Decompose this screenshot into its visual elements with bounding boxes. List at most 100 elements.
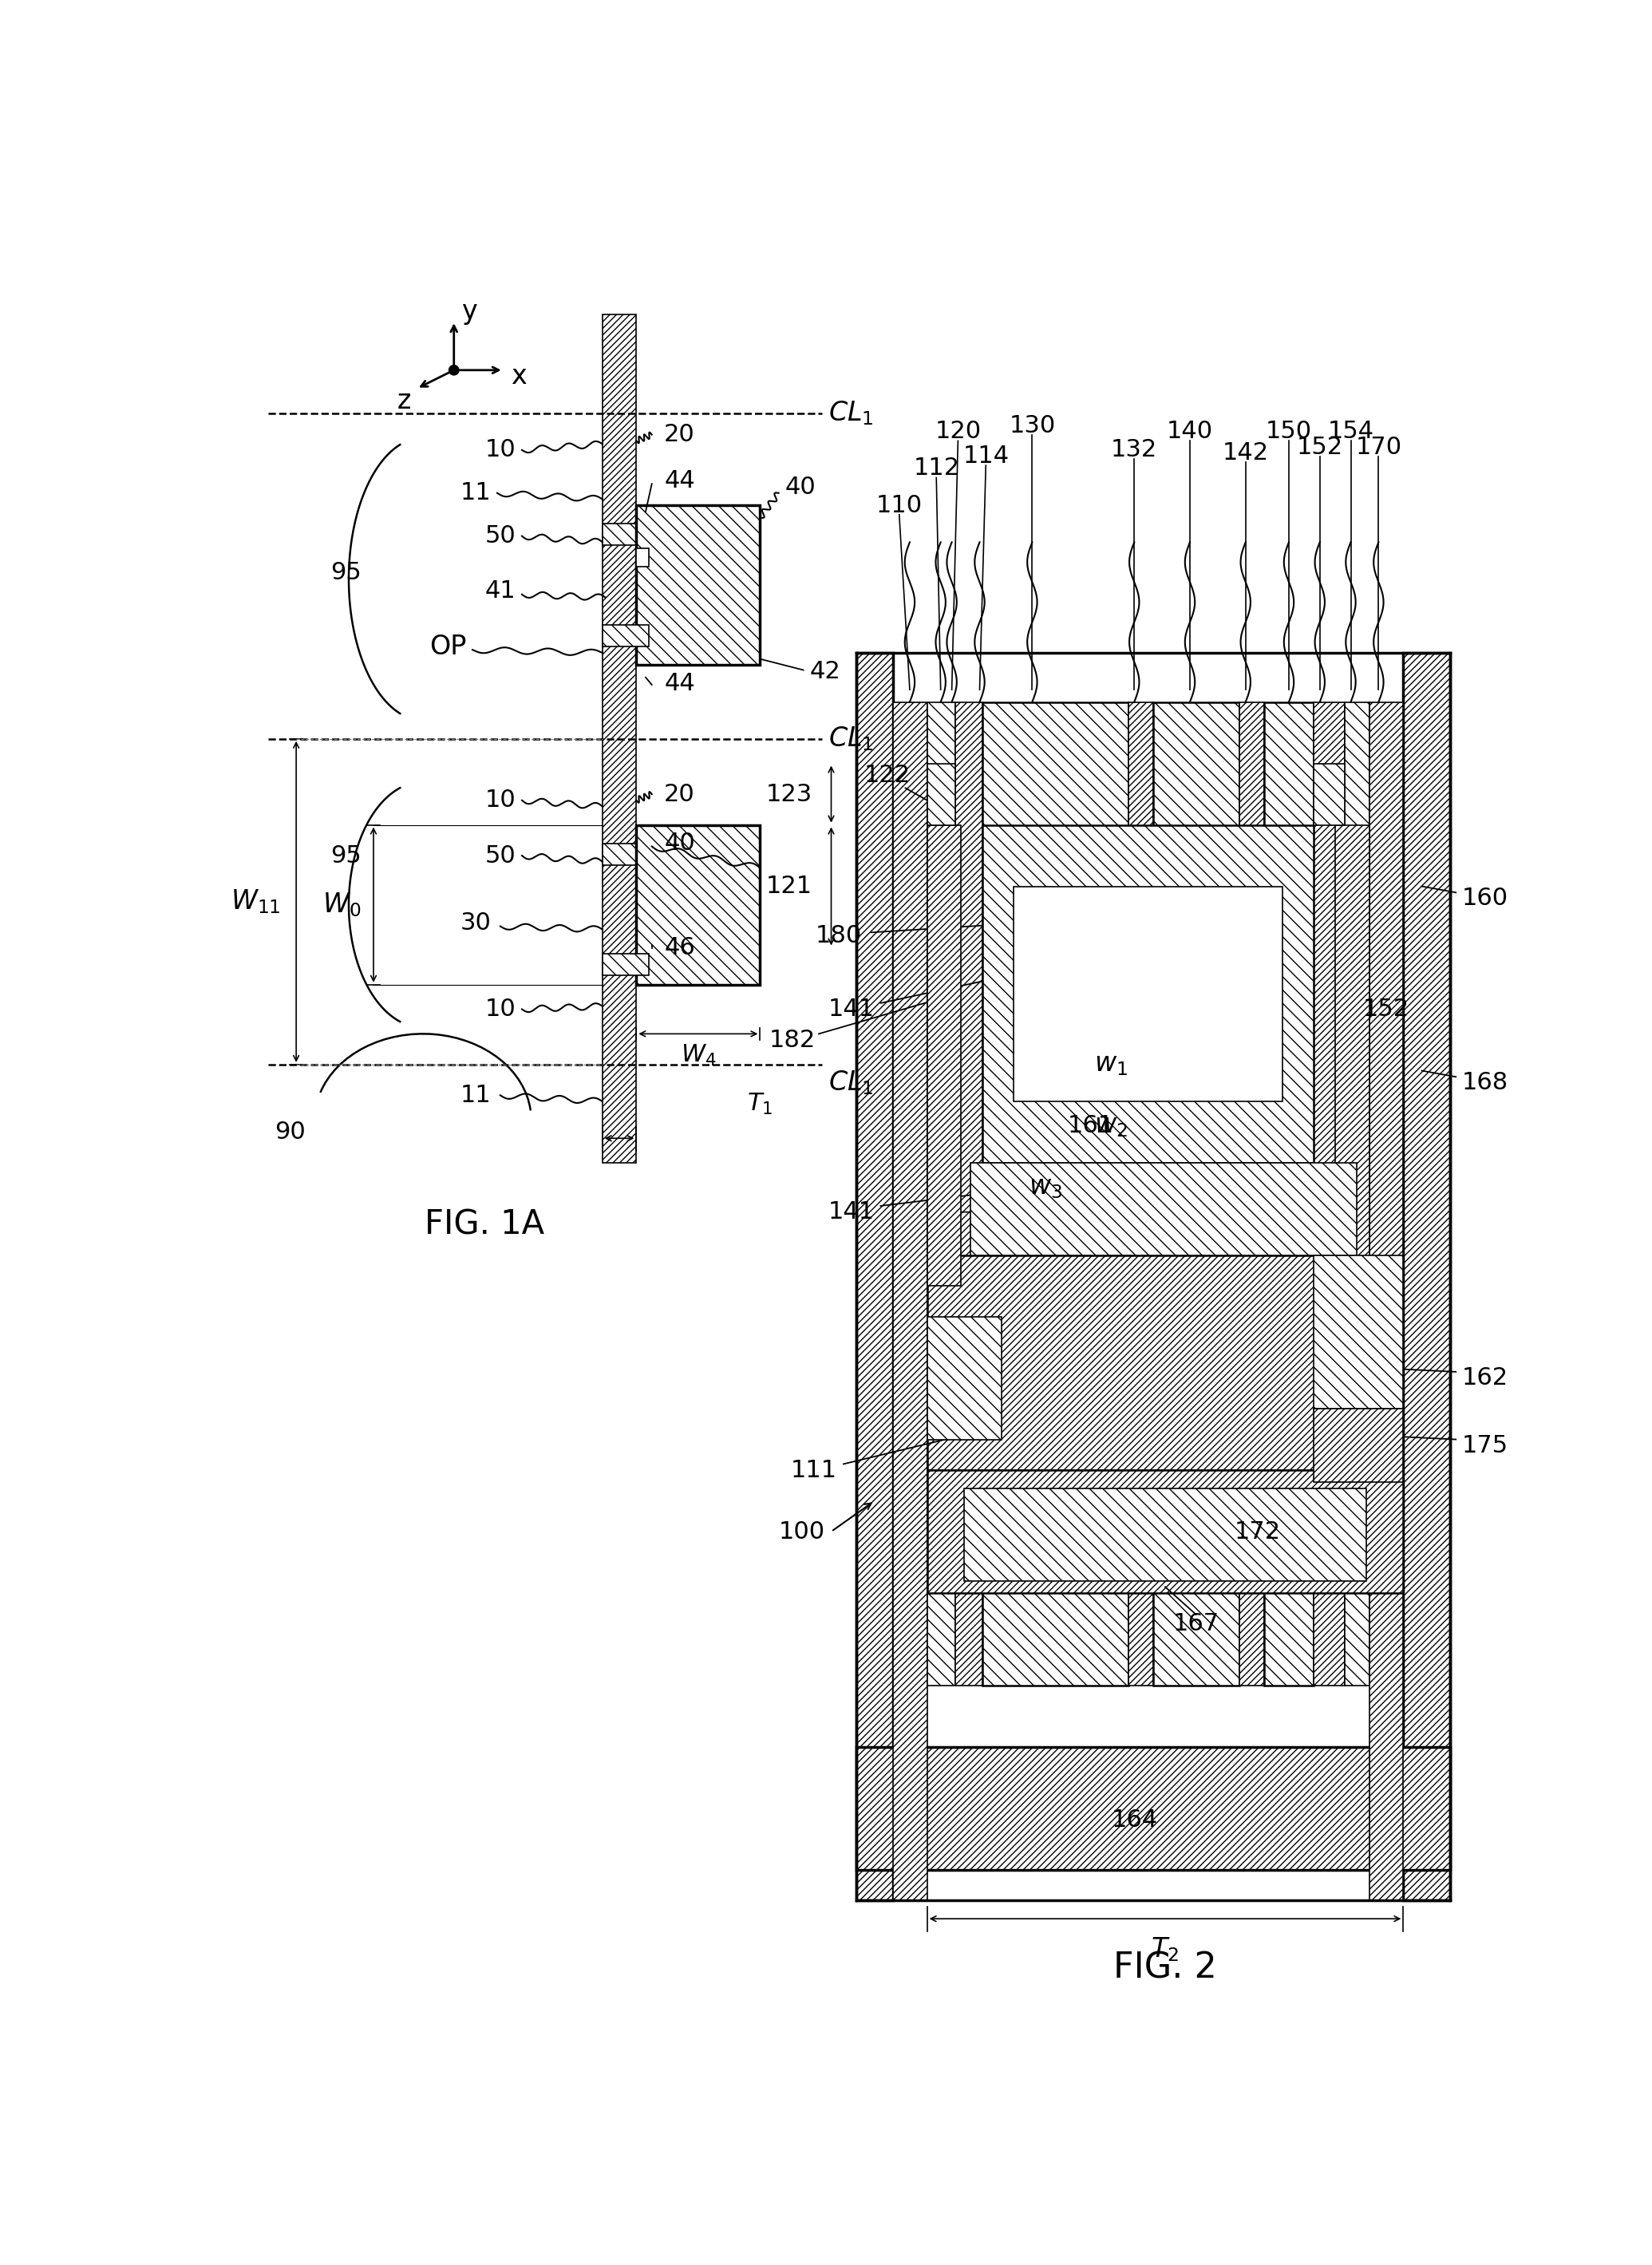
Bar bbox=[603, 954, 649, 976]
Text: 20: 20 bbox=[664, 424, 695, 446]
Bar bbox=[970, 1162, 1356, 1255]
Text: 50: 50 bbox=[484, 845, 515, 867]
Text: $T_1$: $T_1$ bbox=[747, 1092, 773, 1117]
Text: 164: 164 bbox=[1112, 1810, 1158, 1832]
Bar bbox=[856, 652, 894, 1900]
Text: 40: 40 bbox=[785, 476, 816, 498]
Text: 111: 111 bbox=[791, 1459, 838, 1481]
Text: 100: 100 bbox=[778, 1520, 824, 1542]
Bar bbox=[1403, 652, 1450, 1900]
Text: 170: 170 bbox=[1355, 435, 1403, 458]
Text: 44: 44 bbox=[664, 673, 695, 695]
Text: z: z bbox=[398, 387, 411, 414]
Text: 152: 152 bbox=[1297, 435, 1343, 458]
Text: 41: 41 bbox=[484, 580, 515, 602]
Bar bbox=[636, 548, 649, 566]
Text: 152: 152 bbox=[1363, 997, 1409, 1022]
Bar bbox=[856, 1746, 1450, 1869]
Text: y: y bbox=[461, 299, 477, 324]
Bar bbox=[1335, 824, 1370, 1287]
Text: 175: 175 bbox=[1462, 1434, 1508, 1456]
Text: 11: 11 bbox=[461, 482, 491, 505]
Text: 161: 161 bbox=[1067, 1114, 1113, 1137]
Bar bbox=[1264, 702, 1313, 1685]
Text: $CL_1$: $CL_1$ bbox=[828, 725, 874, 752]
Bar bbox=[603, 315, 636, 1162]
Bar bbox=[927, 1316, 1001, 1441]
Text: 95: 95 bbox=[330, 845, 362, 867]
Text: $W_4$: $W_4$ bbox=[681, 1042, 715, 1067]
Text: $CL_1$: $CL_1$ bbox=[828, 399, 874, 428]
Text: 44: 44 bbox=[664, 469, 695, 492]
Text: $T_2$: $T_2$ bbox=[1151, 1937, 1180, 1964]
Bar bbox=[894, 702, 927, 1900]
Text: FIG. 1A: FIG. 1A bbox=[425, 1207, 545, 1241]
Text: 30: 30 bbox=[459, 911, 491, 935]
Bar bbox=[983, 702, 1128, 1685]
Text: 182: 182 bbox=[770, 1028, 816, 1051]
Bar bbox=[1313, 1409, 1403, 1481]
Bar bbox=[603, 625, 649, 648]
Bar bbox=[1128, 702, 1153, 1685]
Text: 90: 90 bbox=[274, 1121, 306, 1144]
Bar bbox=[1345, 702, 1370, 1685]
Bar bbox=[1313, 1255, 1403, 1409]
Text: 141: 141 bbox=[828, 997, 874, 1022]
Text: 140: 140 bbox=[1166, 419, 1213, 444]
Bar bbox=[965, 1488, 1366, 1581]
Bar bbox=[927, 824, 961, 1287]
Text: $w_1$: $w_1$ bbox=[1094, 1051, 1128, 1078]
Text: 162: 162 bbox=[1462, 1366, 1508, 1388]
Text: 40: 40 bbox=[664, 831, 695, 854]
Text: FIG. 2: FIG. 2 bbox=[1113, 1950, 1218, 1984]
Text: 46: 46 bbox=[664, 935, 695, 960]
Bar bbox=[927, 1255, 1370, 1470]
Bar bbox=[636, 505, 760, 666]
Text: 95: 95 bbox=[330, 562, 362, 584]
Text: 50: 50 bbox=[484, 525, 515, 548]
Text: 11: 11 bbox=[461, 1083, 491, 1108]
Bar bbox=[1370, 702, 1403, 1900]
Bar bbox=[927, 702, 955, 1685]
Text: $W_{11}$: $W_{11}$ bbox=[231, 888, 281, 915]
Text: 112: 112 bbox=[914, 458, 960, 480]
Text: 122: 122 bbox=[864, 763, 910, 788]
Text: 10: 10 bbox=[484, 788, 515, 811]
Circle shape bbox=[449, 365, 459, 376]
Text: 20: 20 bbox=[664, 784, 695, 806]
Text: $CL_1$: $CL_1$ bbox=[828, 1069, 874, 1096]
Text: 42: 42 bbox=[809, 659, 841, 682]
Text: 114: 114 bbox=[963, 444, 1009, 469]
Bar bbox=[1313, 763, 1345, 824]
Text: $w_3$: $w_3$ bbox=[1029, 1173, 1062, 1200]
Text: 123: 123 bbox=[767, 784, 813, 806]
Bar bbox=[1153, 702, 1239, 1685]
Bar bbox=[955, 702, 983, 1685]
Text: 167: 167 bbox=[1173, 1613, 1219, 1635]
Bar bbox=[927, 763, 955, 824]
Text: $W_0$: $W_0$ bbox=[322, 890, 362, 920]
Text: 121: 121 bbox=[767, 874, 813, 897]
Text: 132: 132 bbox=[1112, 439, 1158, 462]
Text: OP: OP bbox=[430, 634, 466, 659]
Text: 130: 130 bbox=[1009, 414, 1056, 437]
Text: 150: 150 bbox=[1265, 419, 1312, 444]
Text: $w_2$: $w_2$ bbox=[1094, 1112, 1127, 1139]
Text: 141: 141 bbox=[828, 1200, 874, 1223]
Bar bbox=[983, 824, 1313, 1162]
Text: 120: 120 bbox=[935, 419, 981, 444]
Text: 10: 10 bbox=[484, 439, 515, 462]
Text: 168: 168 bbox=[1462, 1071, 1508, 1094]
Text: 142: 142 bbox=[1222, 442, 1269, 464]
Text: 172: 172 bbox=[1234, 1520, 1282, 1542]
Text: 10: 10 bbox=[484, 997, 515, 1022]
Text: 110: 110 bbox=[876, 494, 922, 516]
Bar bbox=[927, 1470, 1403, 1592]
Bar bbox=[603, 843, 649, 865]
Bar bbox=[1239, 702, 1264, 1685]
Bar bbox=[1014, 886, 1282, 1101]
Bar bbox=[603, 523, 649, 546]
Text: x: x bbox=[510, 362, 527, 390]
Bar bbox=[636, 824, 760, 985]
Text: 160: 160 bbox=[1462, 888, 1508, 911]
